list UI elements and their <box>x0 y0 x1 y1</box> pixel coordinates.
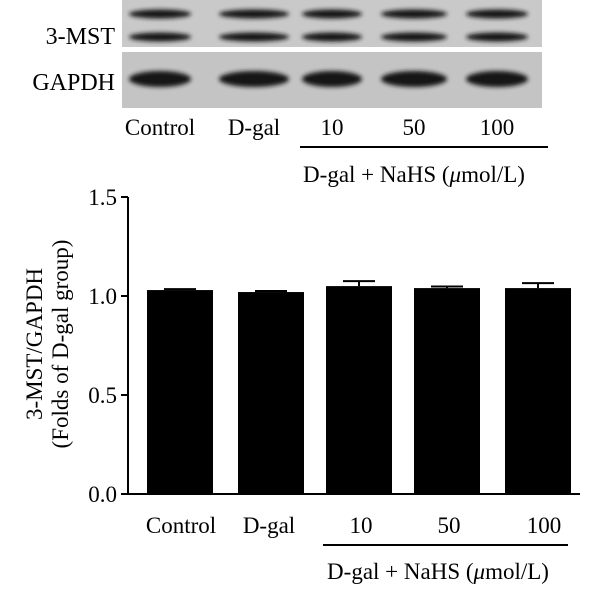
y-tick-label: 1.5 <box>88 185 117 210</box>
bar-5 <box>505 288 571 494</box>
blot-lane-label-control: Control <box>125 115 195 140</box>
blot-band-3mst-lower-3 <box>381 32 447 42</box>
blot-band-gapdh-0 <box>129 71 191 87</box>
x-tick-label-10: 10 <box>350 513 373 538</box>
bar-2 <box>238 292 304 494</box>
blot-band-3mst-lower-1 <box>219 32 289 42</box>
western-blot: 3-MST GAPDH Control D-gal 10 50 100 D-ga… <box>32 0 548 187</box>
y-tick-label: 0.5 <box>88 383 117 408</box>
blot-band-gapdh-3 <box>381 71 447 87</box>
y-tick-label: 0.0 <box>88 482 117 507</box>
x-tick-label-dgal: D-gal <box>243 513 295 538</box>
blot-lane-label-50: 50 <box>403 115 426 140</box>
bar-1 <box>147 290 213 494</box>
y-ticks: 0.0 0.5 1.0 1.5 <box>88 185 128 507</box>
blot-lane-label-10: 10 <box>321 115 344 140</box>
bars <box>147 280 571 494</box>
blot-band-gapdh-1 <box>219 71 289 87</box>
bar-4 <box>414 288 480 494</box>
bar-3 <box>326 286 392 494</box>
blot-row-label-3mst: 3-MST <box>46 24 116 50</box>
blot-band-3mst-upper-4 <box>466 9 528 19</box>
blot-band-gapdh-4 <box>466 71 528 87</box>
blot-group-label: D-gal + NaHS (μmol/L) <box>303 162 525 187</box>
blot-lane-label-dgal: D-gal <box>228 115 280 140</box>
blot-band-gapdh-2 <box>302 71 362 87</box>
blot-band-3mst-lower-2 <box>302 32 362 42</box>
x-tick-label-100: 100 <box>527 513 562 538</box>
x-tick-label-control: Control <box>146 513 216 538</box>
y-axis-label: 3-MST/GAPDH(Folds of D-gal group) <box>22 240 73 449</box>
blot-row-label-gapdh: GAPDH <box>32 70 115 96</box>
blot-band-3mst-lower-4 <box>466 32 528 42</box>
x-group-label: D-gal + NaHS (μmol/L) <box>327 559 549 584</box>
blot-band-3mst-upper-1 <box>219 9 289 19</box>
blot-band-3mst-upper-2 <box>302 9 362 19</box>
blot-band-3mst-lower-0 <box>129 32 191 42</box>
blot-band-3mst-upper-3 <box>381 9 447 19</box>
blot-lane-label-100: 100 <box>480 115 515 140</box>
x-tick-label-50: 50 <box>438 513 461 538</box>
blot-bands <box>129 9 528 87</box>
blot-separator <box>122 47 542 52</box>
bar-chart: 3-MST/GAPDH(Folds of D-gal group) 0.0 0.5… <box>22 185 580 584</box>
blot-band-3mst-upper-0 <box>129 9 191 19</box>
y-tick-label: 1.0 <box>88 284 117 309</box>
